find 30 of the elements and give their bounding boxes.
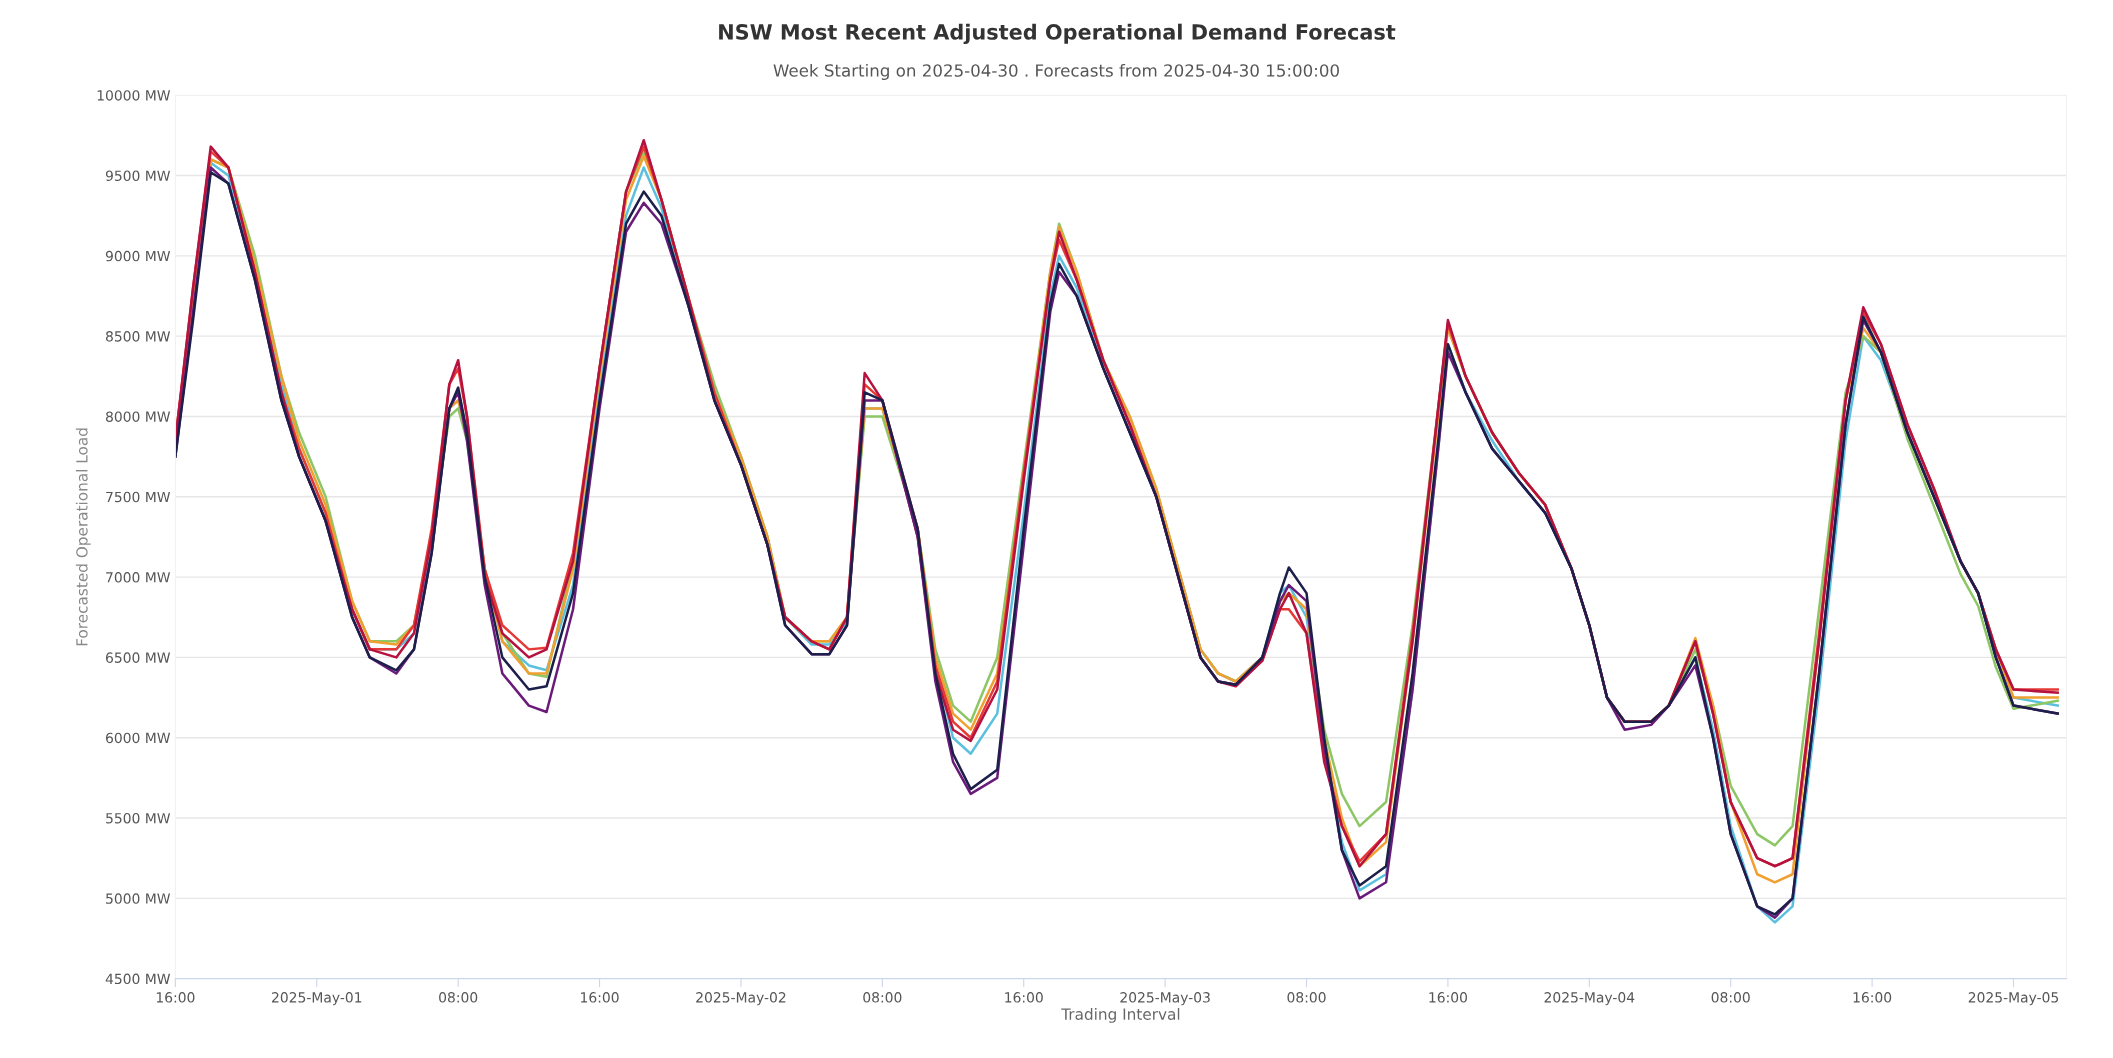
- y-tick-label: 9000 MW: [105, 250, 171, 262]
- y-tick-label: 9500 MW: [105, 170, 171, 182]
- x-tick-label: 08:00: [1711, 992, 1750, 1003]
- x-tick-label: 08:00: [863, 992, 902, 1003]
- x-tick-label: 2025-May-05: [1968, 992, 2059, 1006]
- x-tick-label: 16:00: [1429, 992, 1468, 1003]
- x-tick-label: 2025-May-04: [1544, 992, 1635, 1006]
- y-tick-label: 5500 MW: [106, 812, 171, 824]
- x-tick-label: 16:00: [1853, 992, 1892, 1003]
- y-tick-label: 4500 MW: [105, 973, 171, 985]
- x-tick-label: 2025-May-03: [1120, 992, 1210, 1006]
- chart-title: NSW Most Recent Adjusted Operational Demand Forecast: [719, 23, 1396, 45]
- y-tick-label: 6500 MW: [106, 652, 171, 663]
- x-tick-label: 16:00: [156, 992, 195, 1003]
- y-tick-label: 7500 MW: [106, 491, 171, 503]
- x-tick-label: 08:00: [439, 992, 478, 1003]
- y-tick-label: 6000 MW: [106, 732, 171, 744]
- x-tick-label: 08:00: [1287, 992, 1326, 1003]
- y-tick-label: 5000 MW: [106, 893, 171, 904]
- x-axis-title: Trading Interval: [1061, 1008, 1180, 1023]
- y-tick-label: 8500 MW: [105, 331, 171, 342]
- x-tick-label: 2025-May-02: [696, 992, 786, 1006]
- x-tick-label: 16:00: [581, 992, 619, 1003]
- chart-subtitle: Week Starting on 2025-04-30 . Forecasts from 2025-04-30 15:00:00: [773, 63, 1339, 81]
- y-tick-label: 8000 MW: [105, 411, 171, 422]
- y-tick-label: 7000 MW: [106, 572, 171, 583]
- y-tick-label: 10000 MW: [97, 90, 171, 101]
- y-axis-title: Forecasted Operational Load: [75, 428, 91, 646]
- x-tick-label: 16:00: [1005, 992, 1043, 1003]
- x-tick-label: 2025-May-01: [272, 992, 362, 1006]
